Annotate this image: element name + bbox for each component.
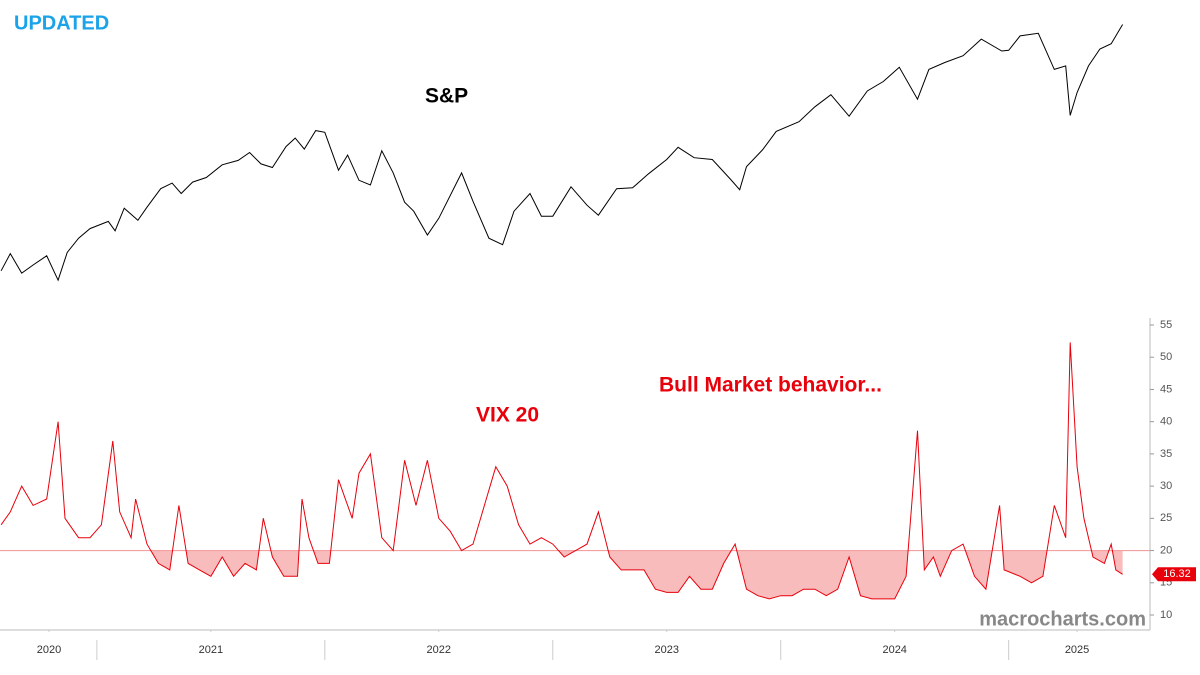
x-tick-label: 2023 (655, 644, 679, 656)
below-threshold-area (1, 550, 1123, 599)
line (0, 342, 1123, 600)
y-tick-label: 50 (1160, 351, 1172, 363)
chart-title: VIX 20 (476, 404, 539, 427)
y-tick-label: 55 (1160, 319, 1172, 331)
y-tick-label: 20 (1160, 544, 1172, 556)
chart-title: S&P (425, 85, 468, 108)
x-tick-label: 2024 (882, 644, 906, 656)
watermark: macrocharts.com (979, 608, 1146, 630)
x-tick-label: 2021 (199, 644, 223, 656)
y-tick-label: 40 (1160, 416, 1172, 428)
x-tick-label: 2025 (1065, 644, 1089, 656)
y-tick-label: 35 (1160, 448, 1172, 460)
annotation: Bull Market behavior... (659, 374, 882, 397)
last-value-box (1152, 567, 1196, 582)
x-tick-label: 2022 (427, 644, 451, 656)
y-tick-label: 45 (1160, 383, 1172, 395)
y-tick-label: 10 (1160, 609, 1172, 621)
line (0, 24, 1124, 282)
header: UPDATED (14, 12, 109, 34)
last-value-label: 16.32 (1163, 568, 1191, 580)
y-tick-label: 30 (1160, 480, 1172, 492)
x-tick-label: 2020 (37, 644, 61, 656)
y-tick-label: 25 (1160, 512, 1172, 524)
